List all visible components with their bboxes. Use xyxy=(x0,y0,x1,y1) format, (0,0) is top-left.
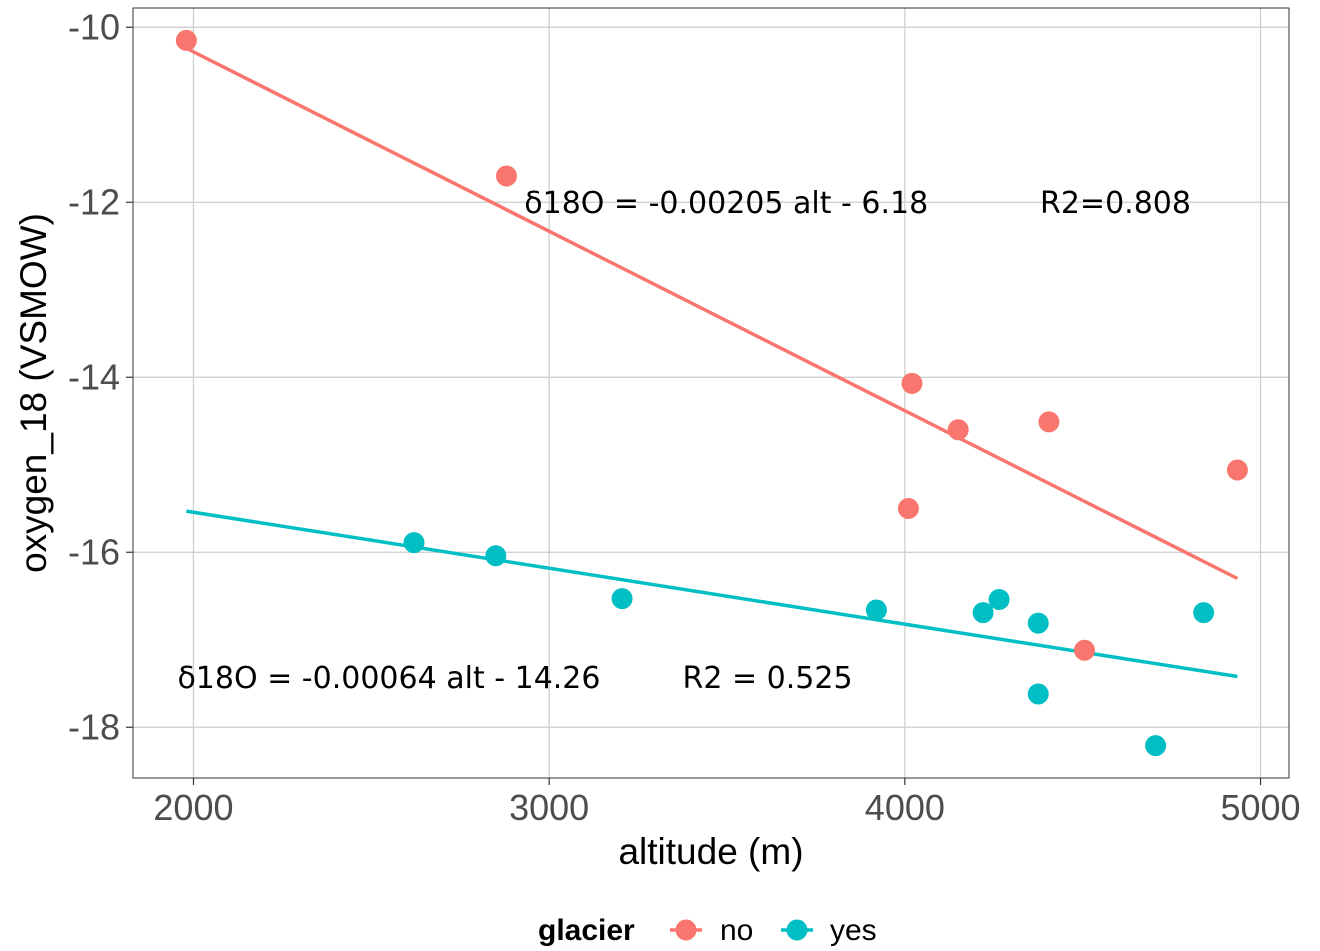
y-tick-label-2: -14 xyxy=(68,356,120,397)
point-no-6 xyxy=(1226,459,1248,481)
y-tick-label-0: -18 xyxy=(68,706,120,747)
y-tick-label-1: -16 xyxy=(68,531,120,572)
legend-title: glacier xyxy=(538,914,635,947)
legend-label-yes: yes xyxy=(830,914,877,947)
point-no-2 xyxy=(901,372,923,394)
point-yes-7 xyxy=(1027,683,1049,705)
x-tick-label-3: 5000 xyxy=(1220,787,1300,828)
annotation-3: R2 = 0.525 xyxy=(683,661,853,696)
fit-line-yes xyxy=(186,509,1238,679)
point-no-4 xyxy=(1038,411,1060,433)
x-tick-label-2: 4000 xyxy=(865,787,945,828)
point-yes-4 xyxy=(972,602,994,624)
point-yes-8 xyxy=(1145,735,1167,757)
x-tick-label-0: 2000 xyxy=(153,787,233,828)
legend-label-no: no xyxy=(720,914,753,947)
annotation-1: R2=0.808 xyxy=(1040,186,1191,221)
annotation-2: δ18O = -0.00064 alt - 14.26 xyxy=(177,661,600,696)
point-yes-9 xyxy=(1193,602,1215,624)
annotation-0: δ18O = -0.00205 alt - 6.18 xyxy=(524,186,928,221)
x-tick-label-1: 3000 xyxy=(509,787,589,828)
point-yes-5 xyxy=(988,589,1010,610)
axis-ticks: 2000 3000 4000 5000 -18 -16 -14 -12 -10 xyxy=(68,6,1301,828)
annotations: δ18O = -0.00205 alt - 6.18 R2=0.808 δ18O =… xyxy=(177,186,1191,696)
point-no-3 xyxy=(947,419,969,441)
data-points xyxy=(175,29,1248,757)
point-yes-2 xyxy=(611,588,633,610)
y-tick-label-3: -12 xyxy=(68,181,120,222)
grid-lines xyxy=(133,8,1289,778)
legend: glacier no yes xyxy=(538,914,877,947)
point-yes-0 xyxy=(403,532,425,554)
point-yes-6 xyxy=(1027,612,1049,634)
fit-line-no xyxy=(185,46,1239,581)
y-tick-label-4: -10 xyxy=(68,6,120,47)
plot-panel-border xyxy=(132,7,1290,779)
legend-key-point-no xyxy=(675,919,697,941)
point-no-0 xyxy=(175,29,197,51)
fit-lines xyxy=(185,46,1239,679)
point-yes-3 xyxy=(865,599,887,621)
legend-key-point-yes xyxy=(786,919,808,941)
x-axis-title: altitude (m) xyxy=(618,831,803,872)
point-no-7 xyxy=(1073,639,1095,661)
point-no-5 xyxy=(897,498,919,519)
point-yes-1 xyxy=(485,545,507,567)
y-axis-title: oxygen_18 (VSMOW) xyxy=(13,213,54,573)
point-no-1 xyxy=(495,165,517,187)
